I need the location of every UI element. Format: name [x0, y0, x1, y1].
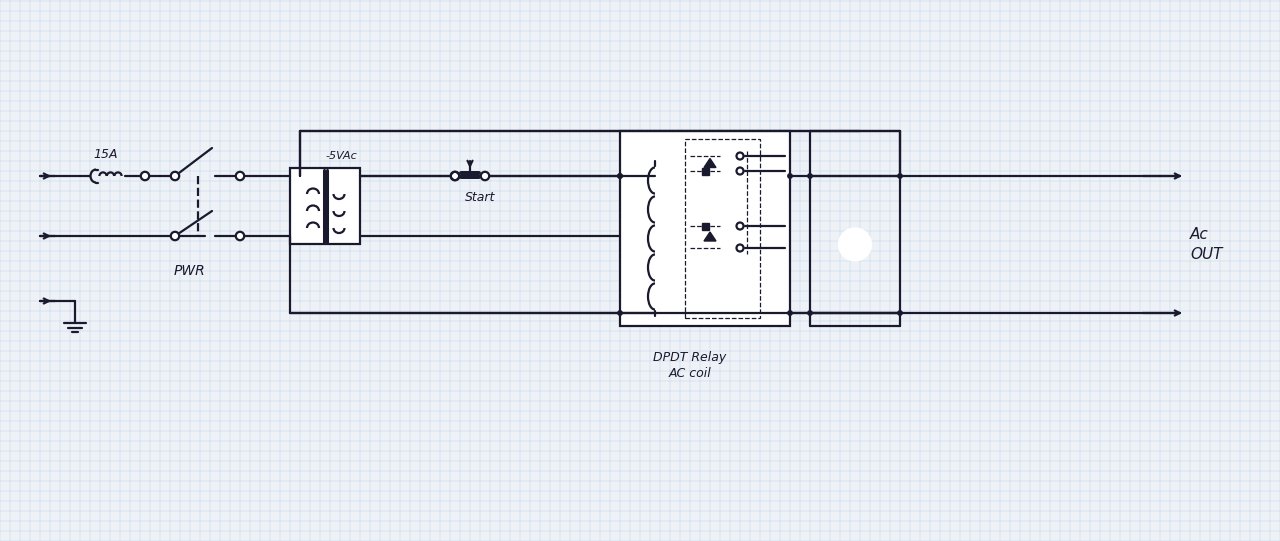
Polygon shape	[704, 159, 716, 168]
Circle shape	[236, 232, 244, 240]
Circle shape	[736, 222, 744, 229]
Circle shape	[170, 232, 179, 240]
Circle shape	[808, 174, 813, 178]
Text: 15A: 15A	[93, 148, 118, 161]
Circle shape	[897, 174, 902, 178]
Circle shape	[849, 239, 861, 250]
Circle shape	[618, 174, 622, 178]
Text: DPDT Relay
AC coil: DPDT Relay AC coil	[653, 351, 727, 380]
Circle shape	[481, 172, 489, 180]
Bar	[685, 139, 760, 318]
Circle shape	[787, 174, 792, 178]
Polygon shape	[704, 232, 716, 241]
Circle shape	[451, 172, 460, 180]
Circle shape	[236, 172, 244, 180]
Circle shape	[736, 153, 744, 160]
Text: -5VAc: -5VAc	[325, 151, 357, 161]
Circle shape	[838, 228, 870, 261]
Text: PWR: PWR	[174, 264, 206, 278]
Circle shape	[736, 168, 744, 175]
Circle shape	[141, 172, 150, 180]
Circle shape	[736, 245, 744, 252]
Bar	[701, 222, 709, 229]
Circle shape	[808, 311, 813, 315]
Circle shape	[618, 174, 622, 178]
Bar	[291, 168, 360, 244]
Bar	[701, 168, 709, 175]
Circle shape	[170, 172, 179, 180]
Circle shape	[897, 311, 902, 315]
Bar	[620, 131, 790, 326]
Text: Start: Start	[465, 191, 495, 204]
Circle shape	[451, 172, 460, 180]
Text: Ac
OUT: Ac OUT	[1190, 227, 1222, 262]
Circle shape	[787, 311, 792, 315]
Circle shape	[618, 311, 622, 315]
